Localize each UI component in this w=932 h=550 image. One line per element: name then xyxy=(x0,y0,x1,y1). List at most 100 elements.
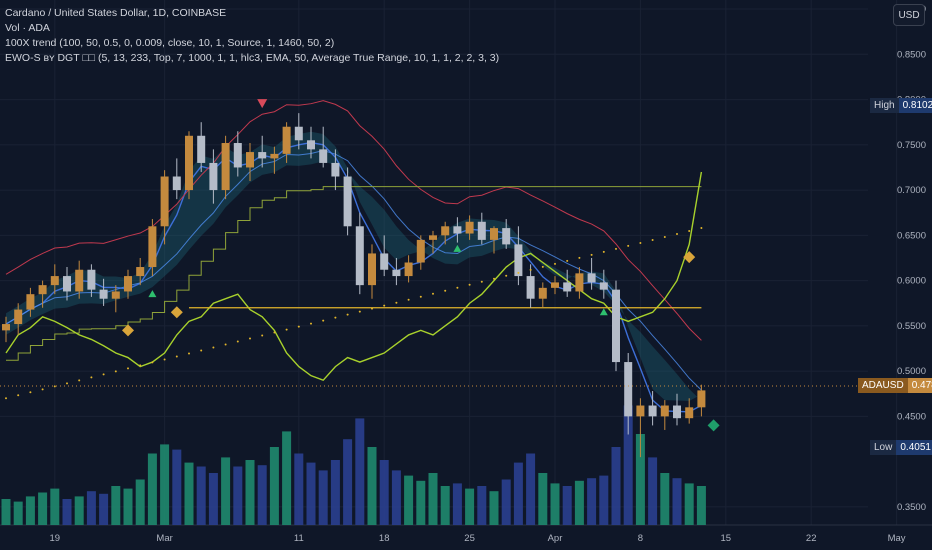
buy-signal-triangle xyxy=(148,290,157,298)
trailing-dot xyxy=(639,241,642,244)
time-axis[interactable]: 19 Mar 11 18 25 Apr 8 15 22 May xyxy=(50,533,906,544)
currency-button[interactable]: USD xyxy=(893,4,925,26)
candle-body xyxy=(538,287,547,299)
trailing-dot xyxy=(334,316,337,319)
volume-bar xyxy=(233,466,243,525)
trailing-dot xyxy=(541,265,544,268)
legend-indicator-ewo[interactable]: EWO-S ʙʏ DGT □□ (5, 13, 233, Top, 7, 100… xyxy=(5,52,500,64)
volume-bar xyxy=(489,491,499,525)
candle-body xyxy=(87,269,96,290)
volume-bar xyxy=(635,434,645,525)
time-tick-label: May xyxy=(888,533,906,544)
time-tick-label: 25 xyxy=(464,533,475,544)
chart-legend: Cardano / United States Dollar, 1D, COIN… xyxy=(5,6,499,66)
trailing-dot xyxy=(297,325,300,328)
trailing-dot xyxy=(627,244,630,247)
time-tick-label: Apr xyxy=(548,533,563,544)
trailing-dot xyxy=(663,235,666,238)
low-tag-value: 0.4051 xyxy=(896,440,932,455)
trailing-dot xyxy=(127,367,129,370)
volume-bar xyxy=(550,483,560,525)
trailing-dot xyxy=(53,385,56,388)
legend-title[interactable]: Cardano / United States Dollar, 1D, COIN… xyxy=(5,7,227,19)
trailing-dot xyxy=(273,331,276,334)
trailing-dot xyxy=(175,355,178,358)
trailing-dot xyxy=(700,227,703,230)
trailing-dot xyxy=(163,358,166,361)
candle-body xyxy=(50,276,59,286)
volume-bar xyxy=(38,492,48,525)
candle-body xyxy=(477,221,486,240)
trailing-dot xyxy=(578,256,581,259)
trailing-dot xyxy=(188,352,190,355)
trailing-dot xyxy=(212,346,215,349)
buy-signal-diamond xyxy=(122,324,134,337)
volume-bar xyxy=(355,418,365,525)
price-tick-label: 0.8500 xyxy=(897,49,926,60)
volume-bar xyxy=(50,488,60,525)
trailing-dot xyxy=(480,280,483,283)
trailing-dot xyxy=(676,232,678,235)
candle-body xyxy=(136,267,145,277)
volume-bar xyxy=(196,466,206,525)
candle-body xyxy=(124,276,132,292)
candle-body xyxy=(648,405,657,417)
price-tick-label: 0.3500 xyxy=(897,502,926,513)
candle-body xyxy=(111,291,120,299)
sell-signal-diamond xyxy=(707,419,720,432)
trailing-dot xyxy=(602,250,605,253)
candle-body xyxy=(319,149,328,163)
volume-bar xyxy=(587,478,597,525)
low-tag-label: Low xyxy=(870,440,897,455)
legend-indicator-trend[interactable]: 100X trend (100, 50, 0.5, 0, 0.009, clos… xyxy=(5,37,335,49)
volume-bar xyxy=(62,499,72,525)
indicator-bands xyxy=(5,100,703,413)
volume-bar xyxy=(306,462,316,525)
candle-body xyxy=(172,176,181,191)
volume-bar xyxy=(428,473,438,525)
candle-body xyxy=(282,126,291,154)
volume-bar xyxy=(245,460,255,525)
price-tick-label: 0.7000 xyxy=(897,185,926,196)
volume-bar xyxy=(599,475,609,525)
trailing-dot xyxy=(432,292,434,295)
volume-bar xyxy=(330,460,340,525)
price-axis[interactable]: 0.90000.85000.80000.75000.70000.65000.60… xyxy=(897,4,926,513)
trailing-dot xyxy=(554,262,556,265)
volume-bar xyxy=(501,479,511,525)
trailing-dot xyxy=(566,259,569,262)
volume-bar xyxy=(440,486,450,525)
trailing-dot xyxy=(41,388,44,391)
trailing-dot xyxy=(419,295,422,298)
candle-body xyxy=(673,405,681,419)
price-tick-label: 0.5500 xyxy=(897,321,926,332)
volume-bar xyxy=(74,496,84,525)
candle-body xyxy=(160,176,169,227)
volume-bar xyxy=(696,486,706,525)
volume-bar xyxy=(99,493,109,525)
time-tick-label: Mar xyxy=(156,533,172,544)
volume-bar xyxy=(25,496,35,525)
candle-body xyxy=(307,140,315,150)
candle-body xyxy=(441,226,450,236)
candle-body xyxy=(209,162,218,191)
upper-envelope-line xyxy=(5,100,702,341)
trailing-dot xyxy=(358,310,361,313)
signal-markers xyxy=(5,99,720,432)
trailing-dot xyxy=(456,286,459,289)
candle-body xyxy=(514,244,523,277)
volume-bar xyxy=(379,460,389,525)
trailing-dot xyxy=(285,328,288,331)
candle-body xyxy=(148,226,157,268)
candle-body xyxy=(75,269,84,292)
candle-body xyxy=(526,276,535,299)
trailing-dot xyxy=(444,289,447,292)
legend-volume[interactable]: Vol · ADA xyxy=(5,22,50,34)
trend-line xyxy=(5,171,703,381)
trailing-dot xyxy=(615,247,617,250)
candle-body xyxy=(404,262,413,277)
volume-bar xyxy=(111,486,121,525)
volume-bar xyxy=(391,470,401,525)
volume-bars xyxy=(1,405,706,525)
